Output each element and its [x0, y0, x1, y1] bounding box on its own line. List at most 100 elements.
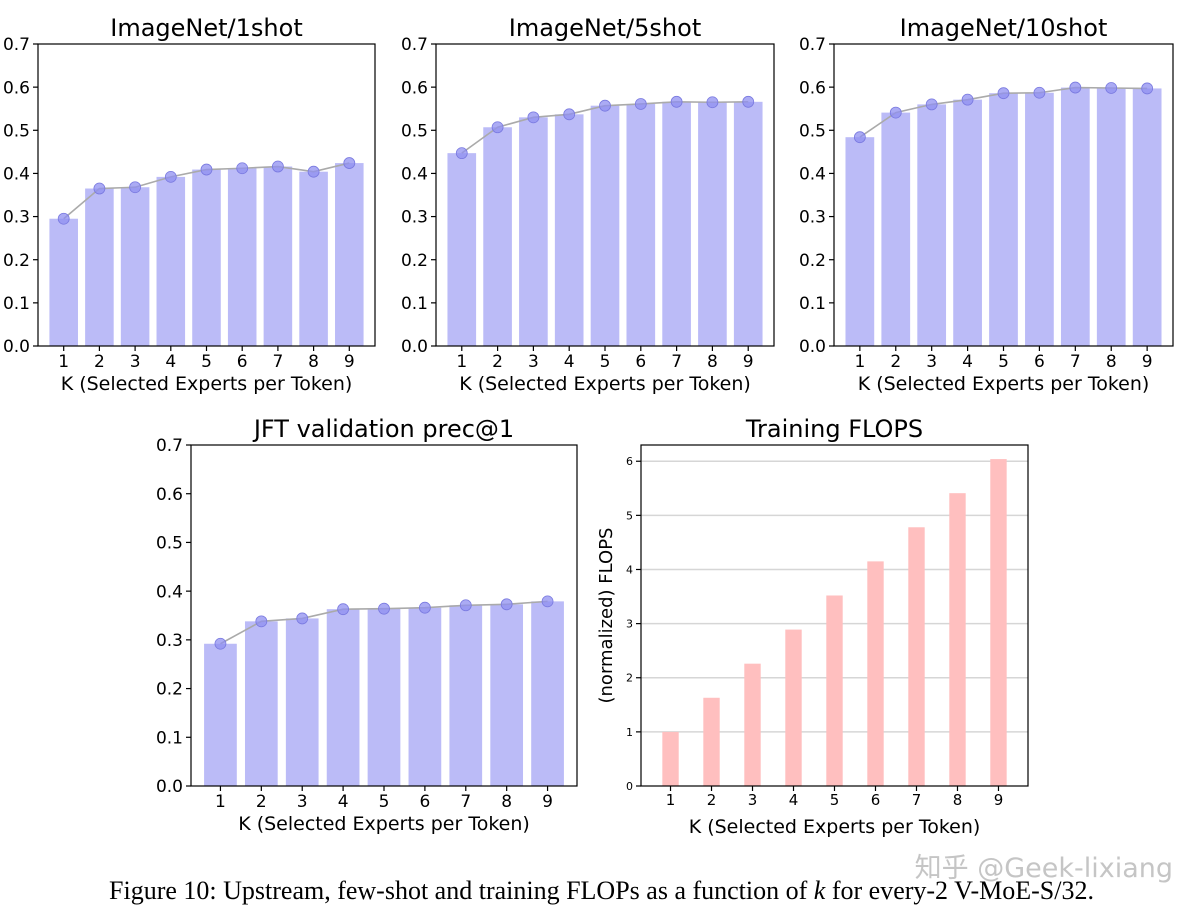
x-tick-label: 1	[666, 791, 676, 809]
y-tick-label: 0.5	[3, 121, 30, 141]
x-tick-label: 2	[94, 352, 105, 372]
y-tick-label: 0.6	[799, 78, 826, 98]
bar	[227, 168, 257, 346]
chart-panel-1: 0.0 0.1 0.2 0.3 0.4 0.5 0.6 0.7 1 2 3 4 5 6 7 8 9K (Sele…	[3, 14, 376, 395]
x-tick-label: 8	[707, 352, 718, 372]
y-tick-label: 0.7	[3, 35, 30, 55]
x-tick-label: 8	[308, 352, 319, 372]
x-tick-label: 3	[130, 352, 141, 372]
bar	[953, 99, 982, 346]
bar	[698, 102, 727, 346]
y-tick-label: 3	[626, 618, 633, 631]
bar	[447, 153, 477, 346]
y-tick-label: 0	[626, 780, 633, 793]
x-tick-label: 7	[460, 792, 471, 812]
data-point	[997, 87, 1010, 100]
bar	[917, 104, 947, 347]
data-point	[634, 98, 647, 110]
chart-title: JFT validation prec@1	[252, 415, 514, 443]
bar	[881, 112, 911, 347]
data-point	[307, 165, 320, 178]
bar	[590, 105, 620, 347]
y-tick-label: 0.1	[401, 294, 428, 314]
bar	[531, 601, 564, 786]
bar	[490, 604, 524, 786]
bar	[554, 114, 584, 346]
bar	[744, 663, 761, 786]
data-point	[337, 603, 350, 616]
x-tick-label: 5	[201, 352, 212, 372]
data-point	[214, 637, 227, 650]
y-tick-label: 0.3	[401, 208, 428, 228]
x-tick-label: 5	[600, 352, 611, 372]
y-tick-label: 0.6	[401, 78, 428, 98]
data-point	[271, 160, 284, 173]
data-point	[853, 131, 866, 144]
bar	[326, 609, 360, 786]
y-tick-label: 0.6	[3, 78, 30, 98]
x-axis-label: K (Selected Experts per Token)	[459, 373, 751, 395]
x-axis-label: K (Selected Experts per Token)	[858, 373, 1150, 395]
data-point	[459, 599, 472, 612]
data-point	[961, 93, 974, 106]
x-tick-label: 1	[854, 352, 865, 372]
y-tick-label: 0.1	[799, 294, 826, 314]
watermark: 知乎 @Geek-lixiang	[914, 853, 1173, 884]
bar	[483, 127, 512, 346]
bar	[949, 493, 966, 786]
x-tick-label: 8	[953, 791, 963, 809]
chart-title: Training FLOPS	[745, 415, 923, 443]
y-tick-label: 2	[626, 672, 633, 685]
bar	[449, 605, 483, 786]
bar	[703, 697, 720, 786]
bar	[662, 101, 691, 346]
x-tick-label: 3	[528, 352, 539, 372]
y-tick-label: 0.0	[799, 337, 826, 357]
y-tick-label: 5	[626, 509, 633, 522]
caption-variable: k	[813, 876, 826, 905]
data-point	[527, 111, 540, 124]
bar	[1060, 87, 1090, 347]
data-point	[57, 212, 70, 225]
bar	[367, 608, 401, 786]
bar	[120, 187, 150, 346]
x-tick-label: 3	[748, 791, 758, 809]
bar	[1025, 92, 1054, 346]
x-axis-label: K (Selected Experts per Token)	[689, 816, 981, 838]
y-tick-label: 0.4	[3, 165, 30, 185]
y-tick-label: 0.4	[401, 165, 428, 185]
caption-text-after: for every-2 V-MoE-S/32.	[825, 876, 1094, 905]
y-tick-label: 0.5	[156, 534, 183, 554]
bar	[1132, 88, 1162, 347]
y-tick-label: 0.7	[799, 35, 826, 55]
y-tick-label: 0.3	[799, 208, 826, 228]
bar	[662, 731, 679, 786]
y-tick-label: 0.4	[156, 582, 183, 602]
data-point	[129, 181, 142, 194]
data-point	[563, 108, 576, 121]
x-tick-label: 6	[237, 352, 248, 372]
data-point	[255, 615, 268, 628]
x-tick-label: 5	[830, 791, 840, 809]
x-tick-label: 6	[1034, 352, 1045, 372]
bar	[733, 101, 763, 346]
y-tick-label: 0.4	[799, 165, 826, 185]
bar	[867, 561, 884, 786]
chart-panel-4: 0.0 0.1 0.2 0.3 0.4 0.5 0.6 0.7 1 2 3 4 5 6 7 8 9 K (Sele…	[156, 415, 578, 835]
bar	[49, 218, 78, 346]
data-point	[418, 601, 431, 614]
chart-panel-3: 0.0 0.1 0.2 0.3 0.4 0.5 0.6 0.7 1 2 3 4 5 6 7 8 9K (Sele…	[799, 14, 1174, 395]
y-tick-label: 0.6	[156, 485, 183, 505]
data-point	[500, 598, 513, 611]
x-tick-label: 1	[456, 352, 467, 372]
bar	[192, 169, 221, 346]
x-tick-label: 4	[165, 352, 176, 372]
y-tick-label: 0.7	[156, 436, 183, 456]
y-tick-label: 4	[626, 563, 633, 576]
bar	[908, 527, 925, 786]
x-tick-label: 2	[707, 791, 717, 809]
y-tick-label: 0.3	[156, 631, 183, 651]
data-point	[706, 96, 719, 109]
data-point	[925, 98, 938, 111]
x-tick-label: 9	[1142, 352, 1153, 372]
